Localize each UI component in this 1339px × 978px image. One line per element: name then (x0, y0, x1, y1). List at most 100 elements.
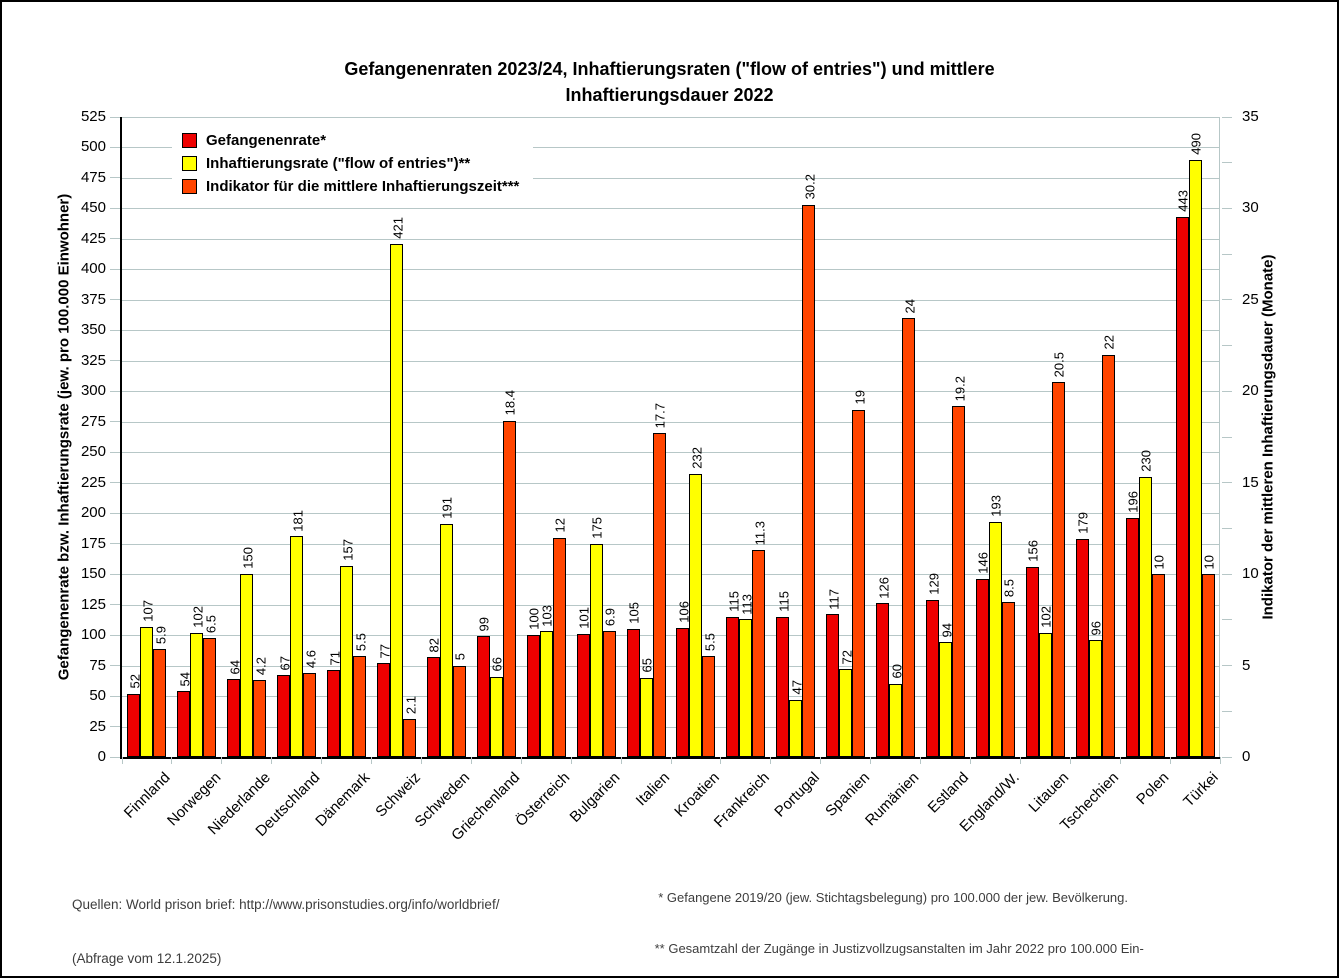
bar-gefangenenrate (1075, 538, 1089, 757)
bar-value-label: 67 (277, 655, 293, 671)
x-axis-boundary-tick (620, 757, 622, 764)
bar-indikator (802, 204, 816, 757)
gridline (122, 147, 1220, 149)
x-axis-category-label: Estland (925, 769, 973, 817)
bar-gefangenenrate (1175, 216, 1189, 757)
bar-value-label: 179 (1075, 512, 1091, 534)
gridline (122, 635, 1220, 637)
left-axis-tick-label: 200 (80, 504, 106, 522)
footnote-line: (Abfrage vom 12.1.2025) (72, 951, 222, 966)
left-axis-tick (110, 421, 120, 423)
bar-indikator (153, 649, 167, 757)
bar-indikator (303, 672, 317, 757)
right-axis-tick-label: 0 (1242, 748, 1251, 765)
bar-inhaftierungsrate (190, 632, 204, 757)
bar-value-label: 443 (1175, 190, 1191, 212)
bar-value-label: 30.2 (802, 174, 818, 200)
bar-indikator (552, 537, 566, 757)
bar-gefangenenrate (826, 614, 840, 757)
x-axis-boundary-tick (720, 757, 722, 764)
bar-value-label: 20.5 (1051, 351, 1067, 378)
bar-indikator (702, 656, 716, 757)
left-axis-tick (110, 634, 120, 636)
legend-swatch-icon (182, 179, 197, 194)
bar-gefangenenrate (576, 633, 590, 757)
gridline (122, 391, 1220, 393)
left-axis-tick (110, 451, 120, 453)
bar-inhaftierungsrate (689, 474, 703, 757)
bar-indikator (1201, 574, 1215, 757)
bar-inhaftierungsrate (290, 536, 304, 757)
bar-inhaftierungsrate (1138, 476, 1152, 757)
bar-value-label: 107 (140, 599, 156, 622)
x-axis-category-label: Spanien (821, 769, 873, 820)
bar-indikator (203, 638, 217, 757)
bar-indikator (502, 420, 516, 757)
left-axis-tick-label: 325 (80, 351, 106, 369)
x-axis-boundary-tick (670, 757, 672, 764)
left-axis-tick-label: 300 (80, 382, 106, 400)
bar-gefangenenrate (1125, 518, 1139, 757)
right-axis-tick (1222, 619, 1232, 621)
left-axis-tick-label: 400 (80, 260, 106, 278)
x-axis-boundary-tick (171, 757, 173, 764)
bar-value-label: 66 (489, 657, 505, 672)
bar-value-label: 103 (539, 604, 555, 627)
left-axis-tick-label: 100 (80, 626, 106, 644)
x-axis-category-label: Bulgarien (566, 769, 624, 826)
left-axis-tick-label: 175 (80, 534, 106, 552)
bar-value-label: 4.6 (303, 649, 319, 668)
right-axis-tick-label: 20 (1242, 382, 1259, 400)
bar-inhaftierungsrate (1038, 632, 1052, 757)
bar-value-label: 64 (227, 659, 243, 674)
left-axis-tick (110, 390, 120, 392)
bar-value-label: 117 (826, 588, 842, 610)
bar-value-label: 105 (626, 602, 642, 624)
x-axis-boundary-tick (371, 757, 373, 764)
bar-inhaftierungsrate (939, 642, 952, 757)
x-axis-category-label: Rumänien (862, 769, 923, 830)
gridline (122, 421, 1220, 423)
bar-value-label: 11.3 (752, 521, 768, 546)
bar-value-label: 4.2 (253, 657, 269, 676)
bar-inhaftierungsrate (1088, 639, 1102, 757)
bar-gefangenenrate (975, 579, 989, 757)
bar-value-label: 129 (926, 573, 941, 595)
bar-value-label: 156 (1025, 540, 1041, 562)
x-axis-boundary-tick (920, 757, 922, 764)
bar-value-label: 18.4 (502, 390, 518, 416)
legend-item: Gefangenenrate* (182, 132, 519, 149)
bar-value-label: 47 (789, 680, 805, 695)
chart-title-line2: Inhaftierungsdauer 2022 (565, 85, 774, 105)
gridline (122, 299, 1220, 301)
legend-item: Indikator für die mittlere Inhaftierungs… (182, 178, 519, 195)
gridline (122, 665, 1220, 667)
bar-value-label: 126 (876, 576, 892, 599)
x-axis-category-label: Polen (1133, 769, 1173, 809)
bar-value-label: 82 (426, 637, 442, 653)
bar-indikator (852, 409, 866, 757)
x-axis-boundary-tick (121, 757, 123, 764)
right-axis-tick-label: 15 (1242, 473, 1259, 491)
x-axis-category-label: Türkei (1180, 769, 1223, 811)
gridline (122, 238, 1220, 240)
right-axis-tick (1222, 482, 1232, 484)
left-axis-tick (110, 116, 120, 118)
bar-value-label: 54 (177, 671, 193, 687)
bar-value-label: 146 (975, 552, 991, 575)
bar-indikator (452, 665, 466, 757)
gridline (122, 177, 1220, 179)
x-axis-boundary-tick (1069, 757, 1071, 764)
right-axis-tick (1222, 390, 1232, 392)
gridline (122, 726, 1220, 728)
left-axis-tick-label: 500 (80, 138, 106, 156)
left-axis-tick (110, 207, 120, 209)
bar-indikator (752, 550, 766, 757)
bar-indikator (1101, 354, 1115, 757)
right-axis-tick (1222, 253, 1232, 255)
bar-value-label: 421 (390, 217, 405, 239)
bar-inhaftierungsrate (789, 699, 803, 757)
x-axis-boundary-tick (1019, 757, 1021, 764)
x-axis-boundary-tick (520, 757, 522, 764)
